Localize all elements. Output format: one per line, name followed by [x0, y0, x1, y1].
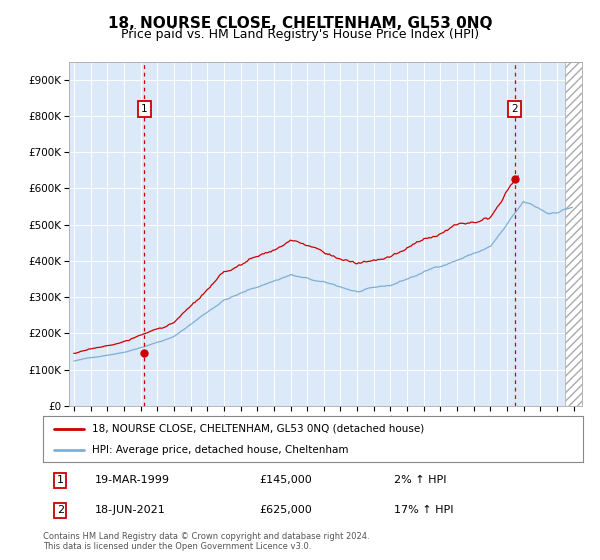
Text: £625,000: £625,000 — [259, 505, 312, 515]
Text: Price paid vs. HM Land Registry's House Price Index (HPI): Price paid vs. HM Land Registry's House … — [121, 28, 479, 41]
Text: 19-MAR-1999: 19-MAR-1999 — [94, 475, 170, 486]
Text: HPI: Average price, detached house, Cheltenham: HPI: Average price, detached house, Chel… — [92, 445, 348, 455]
Text: 2: 2 — [56, 505, 64, 515]
Text: 17% ↑ HPI: 17% ↑ HPI — [394, 505, 454, 515]
Text: 2% ↑ HPI: 2% ↑ HPI — [394, 475, 446, 486]
Text: 1: 1 — [141, 104, 148, 114]
Text: Contains HM Land Registry data © Crown copyright and database right 2024.
This d: Contains HM Land Registry data © Crown c… — [43, 532, 370, 552]
Text: £145,000: £145,000 — [259, 475, 312, 486]
Text: 1: 1 — [56, 475, 64, 486]
Text: 18, NOURSE CLOSE, CHELTENHAM, GL53 0NQ: 18, NOURSE CLOSE, CHELTENHAM, GL53 0NQ — [108, 16, 492, 31]
Text: 18-JUN-2021: 18-JUN-2021 — [94, 505, 165, 515]
Text: 2: 2 — [511, 104, 518, 114]
Text: 18, NOURSE CLOSE, CHELTENHAM, GL53 0NQ (detached house): 18, NOURSE CLOSE, CHELTENHAM, GL53 0NQ (… — [92, 424, 424, 434]
